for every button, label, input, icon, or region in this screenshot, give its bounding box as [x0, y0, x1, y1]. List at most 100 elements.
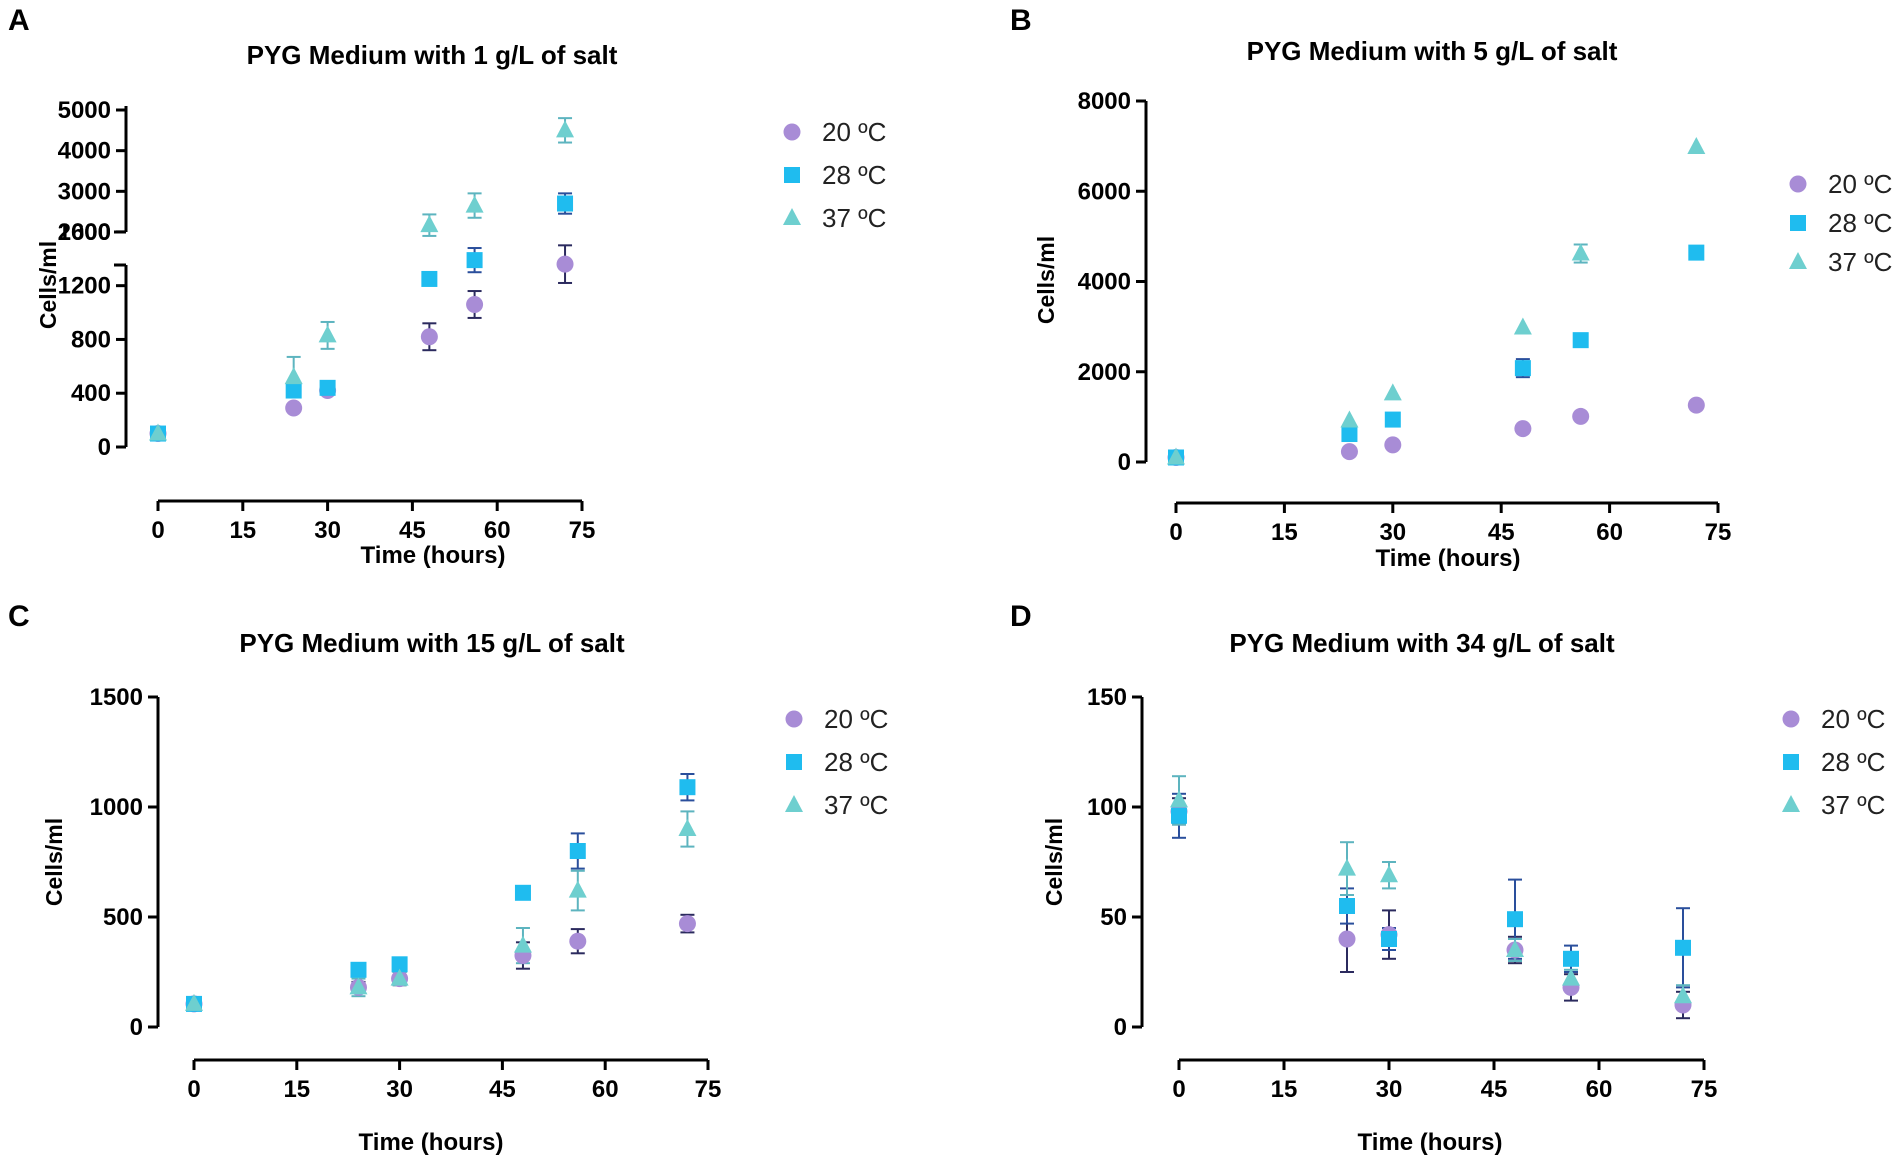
panel-d-point-triangle — [1380, 865, 1398, 883]
panel-d-point-square — [1381, 931, 1397, 947]
panel-c-point-square — [569, 843, 586, 859]
panel-c-y-tick-label: 0 — [130, 1014, 143, 1041]
panel-a-point-triangle — [318, 325, 337, 343]
panel-a-x-tick-label: 15 — [229, 517, 256, 544]
panel-b-legend-label: 37 ºC — [1828, 247, 1892, 277]
panel-d-legend-marker — [1783, 754, 1799, 770]
panel-a-y-tick-label: 3000 — [58, 178, 111, 205]
panel-a-point-triangle — [465, 195, 484, 213]
panel-c-point-triangle — [678, 819, 697, 836]
panel-b-point-square — [1341, 426, 1358, 443]
panel-c-point-circle — [569, 932, 587, 950]
panel-a-title: PYG Medium with 1 g/L of salt — [247, 40, 618, 70]
panel-a-x-tick-label: 0 — [151, 517, 164, 544]
panel-b-legend-label: 28 ºC — [1828, 208, 1892, 238]
panel-b-title: PYG Medium with 5 g/L of salt — [1247, 36, 1618, 66]
panel-d-point-triangle — [1170, 790, 1188, 808]
panel-a-legend-label: 37 ºC — [822, 203, 886, 233]
panel-d-point-square — [1507, 911, 1523, 928]
panel-a-legend-marker — [783, 123, 801, 141]
panel-c-point-square — [679, 779, 696, 796]
panel-c-point-triangle — [185, 993, 203, 1011]
panel-d-legend: 20 ºC 28 ºC 37 ºC — [1782, 704, 1885, 820]
panel-b-point-square — [1384, 411, 1401, 428]
panel-a-point-circle — [285, 399, 303, 417]
panel-b-x-tick-label: 30 — [1379, 519, 1406, 546]
panel-b-y-tick-label: 6000 — [1078, 178, 1131, 205]
panel-d-point-triangle — [1674, 986, 1692, 1004]
panel-d-y-tick-label: 100 — [1087, 794, 1127, 821]
panel-b-x-tick-label: 0 — [1169, 519, 1182, 546]
panel-d-x-tick-label: 15 — [1271, 1076, 1298, 1103]
panel-a-y-tick-label: 0 — [98, 434, 111, 461]
panel-c-x-axis-label: Time (hours) — [359, 1129, 504, 1156]
panel-a-point-circle — [420, 328, 438, 346]
panel-d-y-axis-label: Cells/ml — [1041, 818, 1067, 906]
panel-b-y-tick-label: 2000 — [1078, 359, 1131, 386]
panel-b-x-tick-label: 60 — [1596, 519, 1623, 546]
panel-b-legend-marker — [1789, 252, 1807, 269]
panel-a-legend-marker — [784, 167, 800, 183]
panel-c: C PYG Medium with 15 g/L of salt Cells/m… — [8, 600, 888, 1156]
panel-b-point-square — [1688, 244, 1705, 261]
panel-b-legend-marker — [1790, 215, 1806, 231]
panel-c-point-square — [350, 961, 367, 978]
panel-c-legend-marker — [785, 710, 803, 728]
panel-a-y-tick-label: 400 — [71, 380, 111, 407]
panel-b-legend: 20 ºC 28 ºC 37 ºC — [1789, 169, 1892, 277]
panel-c-legend-marker — [785, 795, 803, 812]
panel-d: D PYG Medium with 34 g/L of salt Cells/m… — [1010, 600, 1885, 1156]
panel-b-point-circle — [1384, 436, 1402, 454]
panel-a-legend: 20 ºC 28 ºC 37 ºC — [783, 117, 886, 233]
panel-a-y-axis-label: Cells/ml — [35, 241, 61, 329]
panel-a: A PYG Medium with 1 g/L of salt Cells/ml… — [8, 4, 886, 569]
panel-a-point-triangle — [556, 120, 575, 138]
panel-c-point-triangle — [349, 977, 368, 995]
panel-d-x-axis-label: Time (hours) — [1358, 1129, 1503, 1156]
panel-a-point-square — [319, 379, 336, 396]
panel-a-point-circle — [556, 255, 574, 273]
panel-b-point-square — [1514, 360, 1531, 377]
panel-b-letter: B — [1010, 4, 1032, 37]
panel-a-point-triangle — [284, 367, 303, 385]
panel-b-y-tick-label: 0 — [1118, 449, 1131, 476]
panel-c-x-tick-label: 60 — [592, 1076, 619, 1103]
panel-b-x-tick-label: 15 — [1271, 519, 1298, 546]
panel-b-x-tick-label: 45 — [1488, 519, 1515, 546]
panel-c-title: PYG Medium with 15 g/L of salt — [239, 628, 625, 658]
panel-b-legend-label: 20 ºC — [1828, 169, 1892, 199]
panel-c-point-circle — [678, 915, 696, 933]
panel-a-y-tick-label: 800 — [71, 326, 111, 353]
panel-a-point-triangle — [420, 215, 439, 233]
panel-d-point-triangle — [1562, 968, 1580, 986]
panel-d-letter: D — [1010, 600, 1032, 633]
panel-c-x-tick-label: 30 — [386, 1076, 413, 1103]
panel-a-letter: A — [8, 4, 30, 37]
panel-d-point-square — [1675, 939, 1691, 956]
panel-c-y-tick-label: 1000 — [90, 794, 143, 821]
panel-c-legend-label: 28 ºC — [824, 747, 888, 777]
panel-c-legend-label: 37 ºC — [824, 790, 888, 820]
panel-b-point-triangle — [1571, 243, 1590, 261]
panel-d-x-tick-label: 45 — [1481, 1076, 1508, 1103]
panel-d-legend-marker — [1782, 710, 1800, 728]
panel-b-point-circle — [1687, 396, 1705, 414]
panel-a-x-tick-label: 60 — [484, 517, 511, 544]
panel-d-x-tick-label: 60 — [1586, 1076, 1613, 1103]
panel-b-point-triangle — [1167, 447, 1185, 465]
panel-a-x-tick-label: 75 — [569, 517, 596, 544]
panel-d-y-tick-label: 150 — [1087, 684, 1127, 711]
panel-b: B PYG Medium with 5 g/L of salt Cells/ml… — [1010, 4, 1892, 572]
panel-c-x-tick-label: 0 — [187, 1076, 200, 1103]
panel-b-y-tick-label: 4000 — [1078, 269, 1131, 296]
panel-d-y-tick-label: 0 — [1114, 1014, 1127, 1041]
panel-a-y-tick-label: 1200 — [58, 273, 111, 300]
panel-c-point-triangle — [513, 935, 532, 953]
panel-c-point-square — [391, 956, 408, 973]
panel-a-x-axis-label: Time (hours) — [361, 542, 506, 569]
panel-c-y-tick-label: 500 — [103, 904, 143, 931]
panel-d-legend-label: 20 ºC — [1821, 704, 1885, 734]
panel-c-point-triangle — [568, 880, 587, 898]
panel-d-point-square — [1171, 807, 1187, 824]
